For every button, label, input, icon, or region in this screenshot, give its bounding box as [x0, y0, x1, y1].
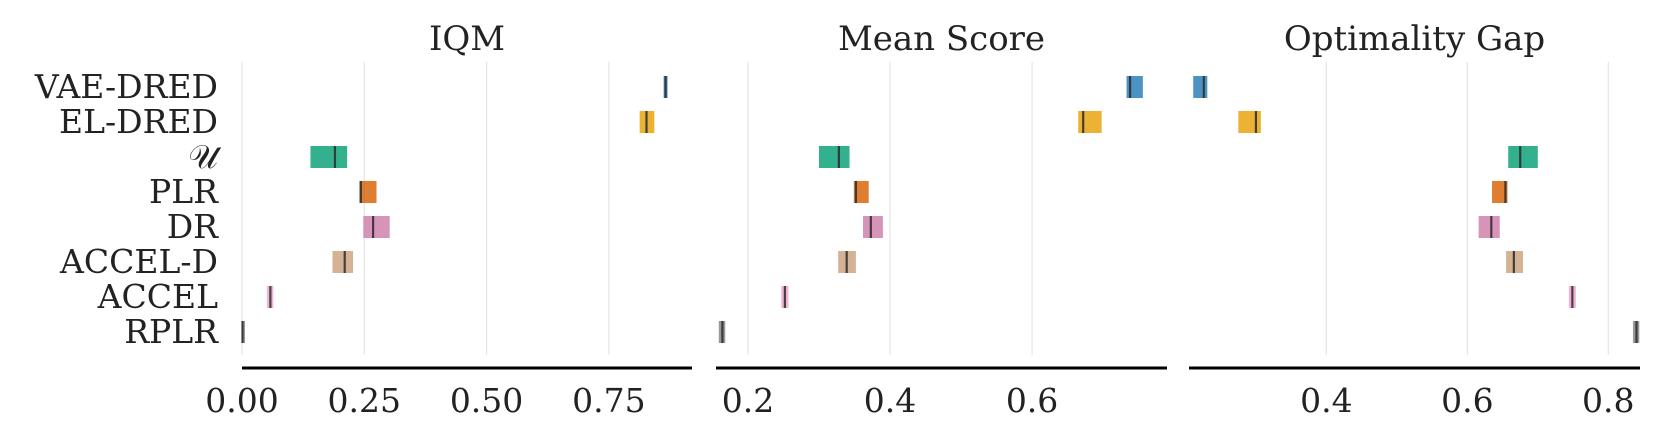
category-label: ACCEL	[97, 277, 218, 316]
interval-box	[1078, 111, 1102, 133]
interval-box	[359, 181, 377, 203]
tick-label: 0.4	[864, 381, 916, 420]
tick-label: 0.25	[328, 381, 401, 420]
panel-title: Optimality Gap	[1284, 19, 1545, 59]
category-label: VAE-DRED	[34, 67, 218, 106]
interval-box	[818, 146, 850, 168]
interval-box	[853, 181, 869, 203]
interval-box	[1126, 76, 1143, 98]
category-label: ACCEL-D	[59, 242, 218, 281]
category-label: DR	[167, 207, 219, 246]
tick-label: 0.75	[572, 381, 645, 420]
interval-box	[1238, 111, 1261, 133]
category-label: RPLR	[124, 312, 219, 351]
category-label: PLR	[149, 172, 219, 211]
interval-box	[863, 216, 883, 238]
tick-label: 0.4	[1300, 381, 1352, 420]
interval-box	[332, 251, 354, 273]
tick-label: 0.6	[1441, 381, 1493, 420]
category-label: 𝒰	[188, 137, 222, 176]
panel-title: IQM	[429, 19, 505, 59]
interval-box	[1193, 76, 1208, 98]
interval-box	[1492, 181, 1508, 203]
tick-label: 0.2	[722, 381, 774, 420]
interval-box	[1478, 216, 1500, 238]
category-label: EL-DRED	[59, 102, 218, 141]
tick-label: 0.50	[450, 381, 523, 420]
interval-box	[310, 146, 348, 168]
interval-box	[1508, 146, 1538, 168]
tick-label: 0.00	[205, 381, 278, 420]
tick-label: 0.6	[1006, 381, 1058, 420]
panel-title: Mean Score	[838, 19, 1045, 59]
interval-box	[363, 216, 390, 238]
tick-label: 0.8	[1582, 381, 1634, 420]
